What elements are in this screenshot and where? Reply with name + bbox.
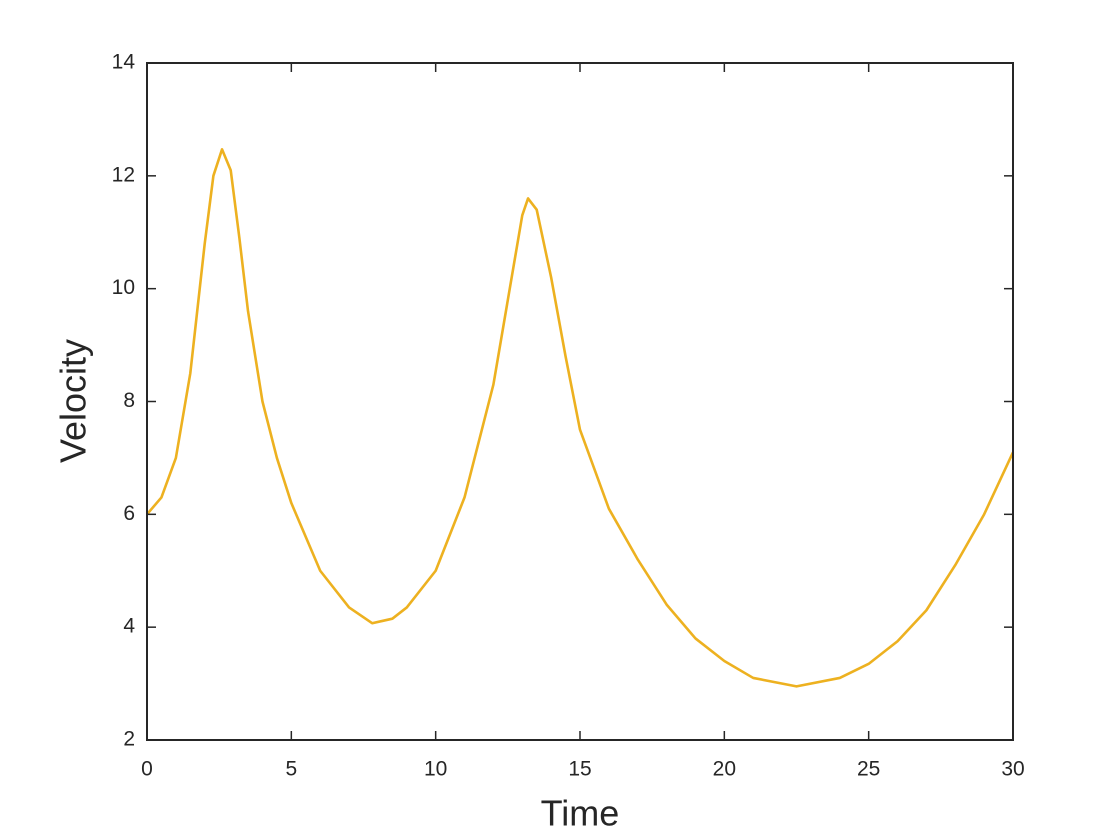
y-axis-label: Velocity [53,339,94,463]
x-axis-label: Time [541,793,620,834]
x-tick-label: 20 [713,758,736,781]
y-tick-label: 12 [112,163,135,186]
x-tick-label: 30 [1001,758,1024,781]
x-tick-label: 15 [568,758,591,781]
y-tick-label: 10 [112,276,135,299]
x-tick-label: 10 [424,758,447,781]
y-tick-label: 2 [123,728,135,751]
x-tick-label: 5 [285,758,297,781]
y-tick-label: 8 [123,389,135,412]
y-tick-label: 6 [123,502,135,525]
y-tick-label: 4 [123,615,135,638]
x-tick-label: 25 [857,758,880,781]
data-line [146,148,1015,688]
y-tick-label: 14 [112,51,136,74]
plot-frame [146,62,1014,741]
x-tick-label: 0 [141,758,153,781]
